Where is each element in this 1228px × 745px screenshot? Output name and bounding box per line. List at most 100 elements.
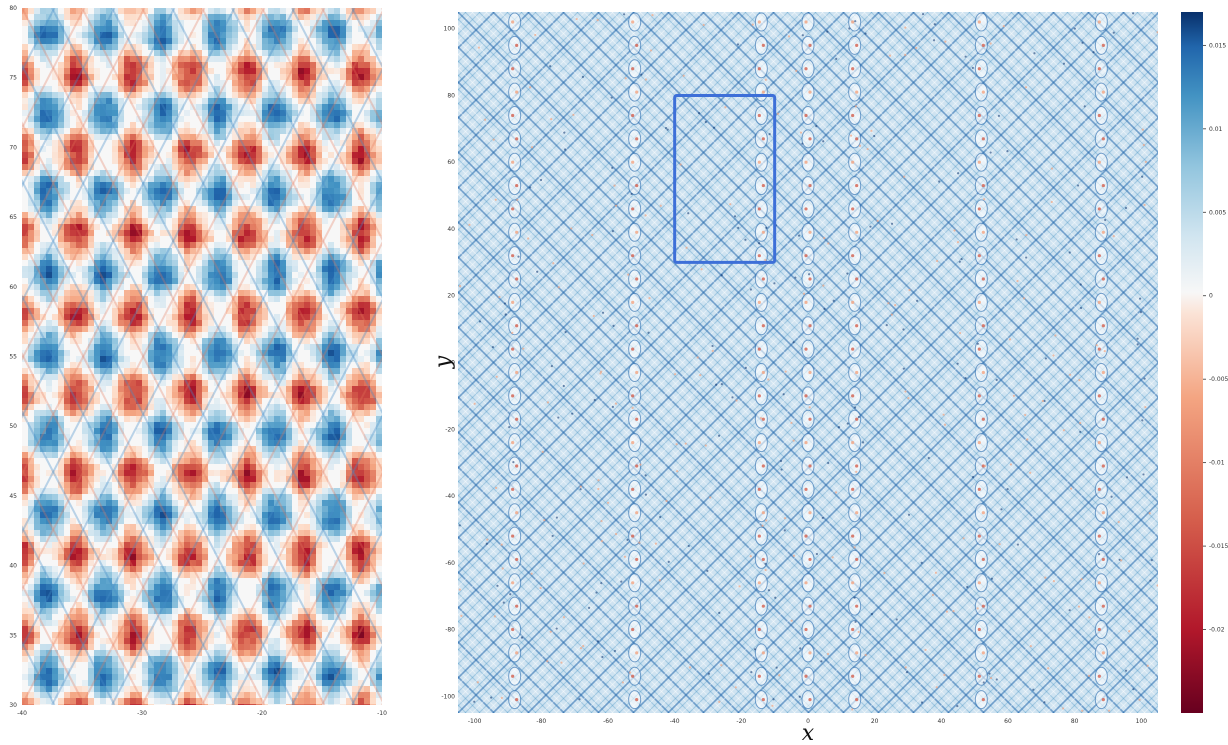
heat-cell <box>166 248 172 254</box>
heat-cell <box>202 482 208 488</box>
heat-cell <box>286 386 292 392</box>
heat-cell <box>40 296 46 302</box>
heat-cell <box>100 284 106 290</box>
heat-cell <box>214 398 220 404</box>
heat-cell <box>250 236 256 242</box>
heat-cell <box>100 344 106 350</box>
heat-cell <box>328 242 334 248</box>
heat-cell <box>28 434 34 440</box>
heat-cell <box>370 176 376 182</box>
heat-cell <box>112 248 118 254</box>
heat-cell <box>154 374 160 380</box>
heat-cell <box>34 272 40 278</box>
heat-cell <box>202 254 208 260</box>
heat-cell <box>172 62 178 68</box>
heat-cell <box>364 362 370 368</box>
heat-cell <box>256 560 262 566</box>
heat-cell <box>76 542 82 548</box>
heat-cell <box>64 440 70 446</box>
heat-cell <box>364 470 370 476</box>
heat-cell <box>142 128 148 134</box>
heat-cell <box>274 212 280 218</box>
heat-cell <box>34 440 40 446</box>
heat-cell <box>118 260 124 266</box>
heat-cell <box>256 20 262 26</box>
heat-cell <box>112 206 118 212</box>
heat-cell <box>58 488 64 494</box>
heat-cell <box>244 242 250 248</box>
heat-cell <box>166 266 172 272</box>
heat-cell <box>364 236 370 242</box>
heat-cell <box>262 356 268 362</box>
heat-cell <box>250 404 256 410</box>
heat-cell <box>208 326 214 332</box>
heat-cell <box>124 398 130 404</box>
heat-cell <box>106 608 112 614</box>
heat-cell <box>148 98 154 104</box>
heat-cell <box>130 158 136 164</box>
heat-cell <box>250 14 256 20</box>
heat-cell <box>76 254 82 260</box>
heat-cell <box>58 392 64 398</box>
heat-cell <box>376 308 382 314</box>
heat-cell <box>64 554 70 560</box>
heat-cell <box>82 362 88 368</box>
heat-cell <box>310 416 316 422</box>
heat-cell <box>334 458 340 464</box>
heat-cell <box>106 536 112 542</box>
heat-cell <box>322 8 328 14</box>
heat-cell <box>160 128 166 134</box>
heat-cell <box>232 146 238 152</box>
heat-cell <box>190 494 196 500</box>
heat-cell <box>142 110 148 116</box>
heat-cell <box>112 200 118 206</box>
heat-cell <box>202 350 208 356</box>
heat-cell <box>142 350 148 356</box>
heat-cell <box>82 512 88 518</box>
heat-cell <box>46 434 52 440</box>
heat-cell <box>112 500 118 506</box>
heat-cell <box>364 152 370 158</box>
heat-cell <box>352 272 358 278</box>
heat-cell <box>322 62 328 68</box>
heat-cell <box>118 404 124 410</box>
heat-cell <box>76 86 82 92</box>
heat-cell <box>262 392 268 398</box>
heat-cell <box>214 512 220 518</box>
heat-cell <box>292 512 298 518</box>
heat-cell <box>196 254 202 260</box>
heat-cell <box>334 38 340 44</box>
heat-cell <box>274 62 280 68</box>
heat-cell <box>340 74 346 80</box>
heat-cell <box>34 356 40 362</box>
heat-cell <box>202 446 208 452</box>
heat-cell <box>28 542 34 548</box>
heat-cell <box>340 110 346 116</box>
heat-cell <box>100 98 106 104</box>
heat-cell <box>118 194 124 200</box>
heat-cell <box>268 152 274 158</box>
heat-cell <box>370 32 376 38</box>
heat-cell <box>202 362 208 368</box>
heat-cell <box>130 14 136 20</box>
heat-cell <box>52 170 58 176</box>
heat-cell <box>196 230 202 236</box>
heat-cell <box>178 104 184 110</box>
heat-cell <box>142 578 148 584</box>
heat-cell <box>274 104 280 110</box>
heat-cell <box>22 602 28 608</box>
heat-cell <box>322 332 328 338</box>
heat-cell <box>358 290 364 296</box>
heat-cell <box>154 104 160 110</box>
heat-cell <box>190 446 196 452</box>
heat-cell <box>214 326 220 332</box>
heat-cell <box>262 350 268 356</box>
heat-cell <box>316 284 322 290</box>
heat-cell <box>244 152 250 158</box>
heat-cell <box>124 548 130 554</box>
heat-cell <box>346 230 352 236</box>
heat-cell <box>322 542 328 548</box>
heat-cell <box>268 218 274 224</box>
heat-cell <box>292 332 298 338</box>
heat-cell <box>226 188 232 194</box>
